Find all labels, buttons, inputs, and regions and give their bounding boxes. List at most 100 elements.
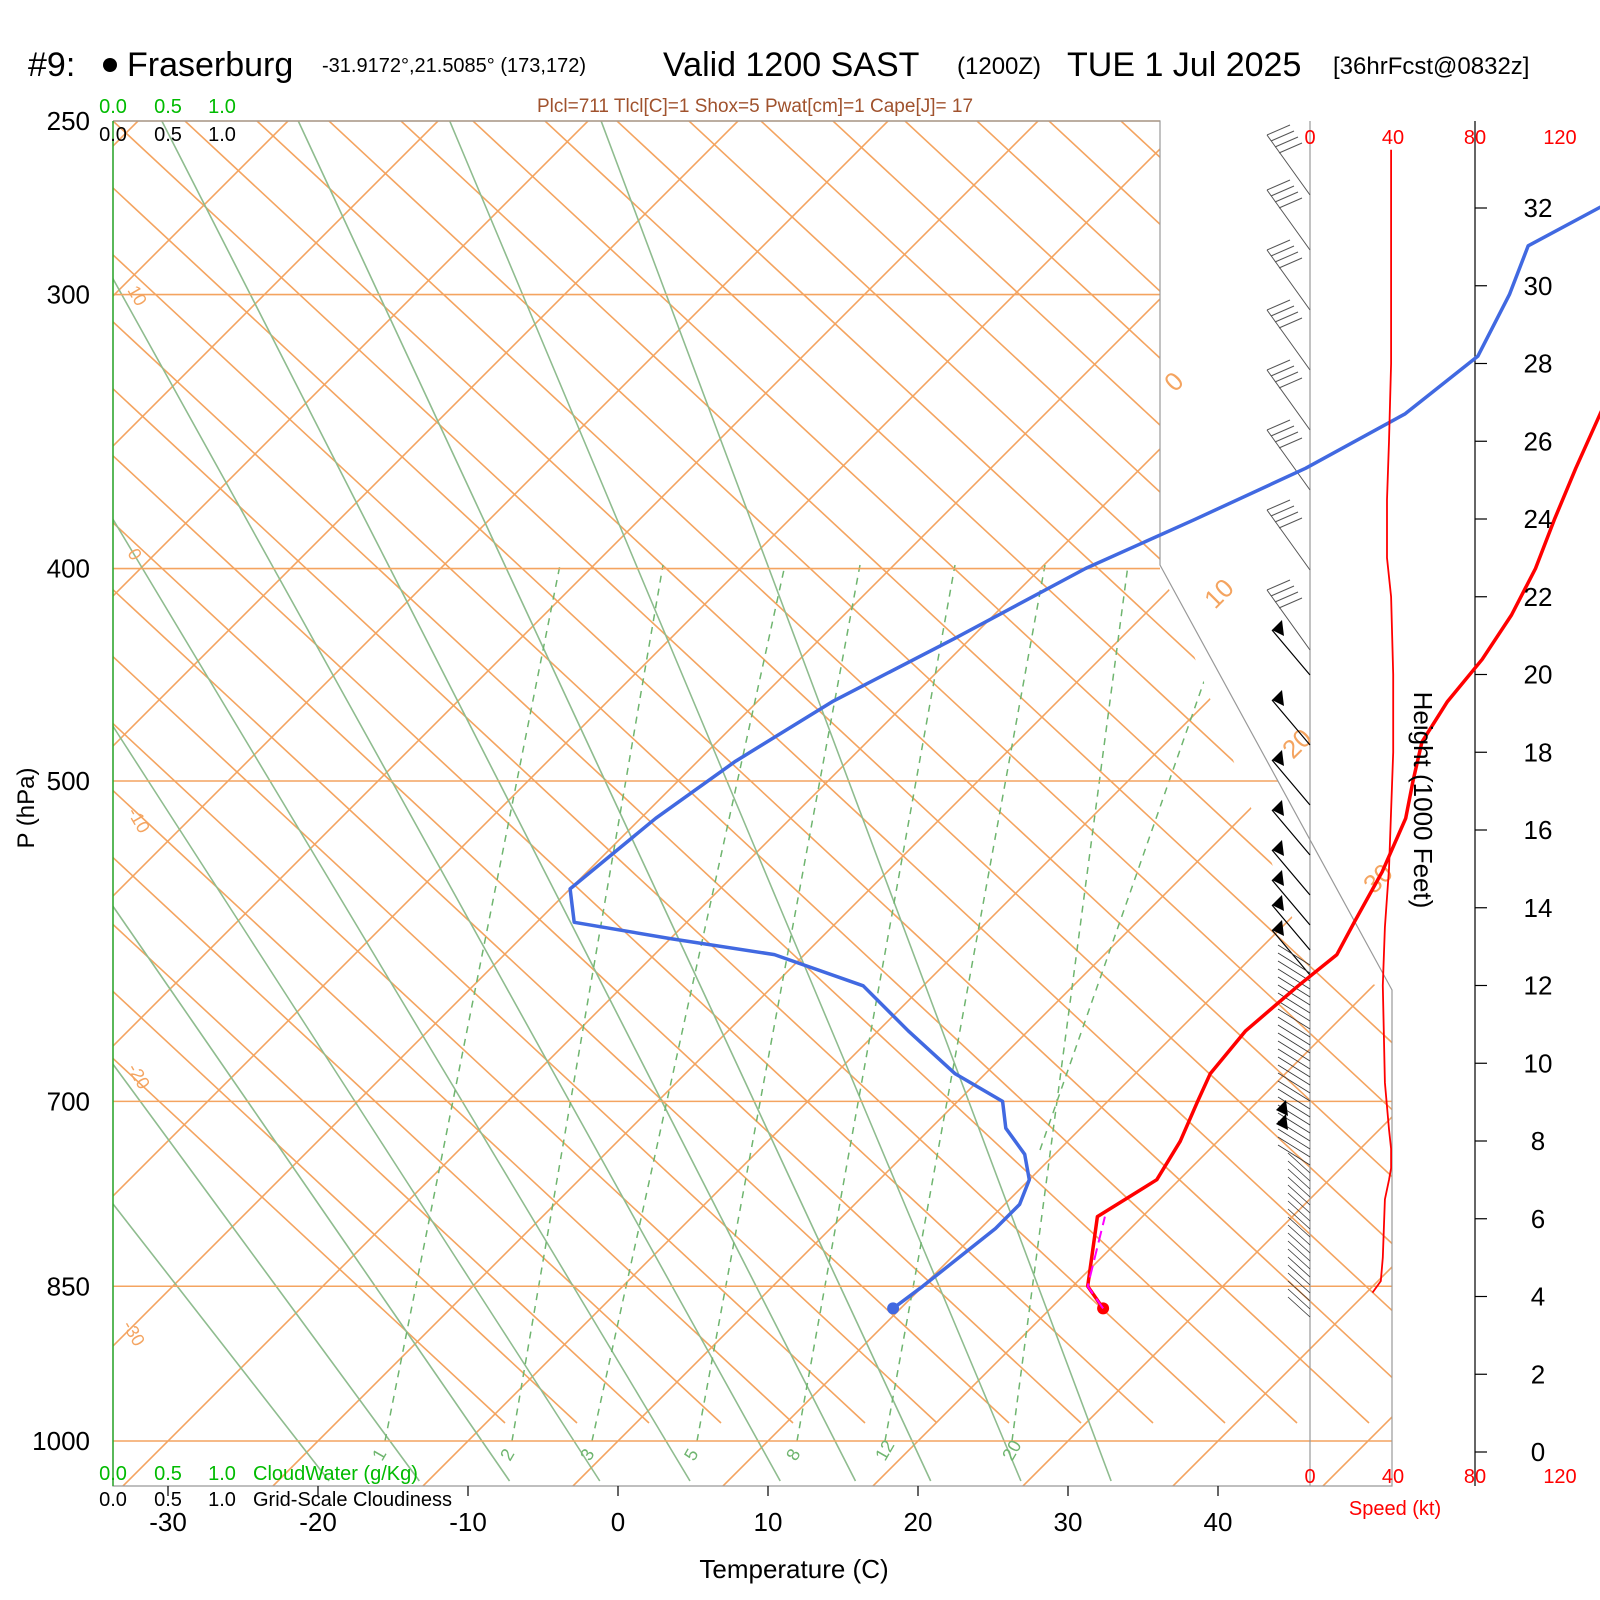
station-coords: -31.9172°,21.5085° (173,172) <box>322 55 586 77</box>
dry-adiabat-line <box>113 121 1226 1424</box>
height-tick-label: 6 <box>1531 1204 1545 1234</box>
pressure-tick-label: 400 <box>47 554 90 584</box>
wind-barb-staff <box>1277 1112 1311 1134</box>
wind-barb-feather <box>1270 245 1295 257</box>
wind-barb-staff <box>1277 1016 1311 1038</box>
wind-barb-staff <box>1277 1096 1311 1118</box>
isotherm-line <box>113 121 889 1486</box>
height-tick-label: 32 <box>1524 193 1553 223</box>
wind-barb-pennant <box>1272 920 1284 936</box>
pressure-tick-label: 250 <box>47 106 90 136</box>
height-tick-label: 22 <box>1524 582 1553 612</box>
dry-adiabat-line <box>113 121 1082 1424</box>
wind-barb-feather <box>1274 371 1299 383</box>
wind-barb-staff <box>1287 1272 1311 1294</box>
height-tick-label: 14 <box>1524 893 1553 923</box>
height-tick-label: 24 <box>1524 504 1553 534</box>
moist-adiabat-line <box>297 121 932 1482</box>
wind-barb-feather <box>1266 579 1291 591</box>
valid-time: Valid 1200 SAST <box>663 46 919 84</box>
dry-adiabat-line <box>184 121 1392 1424</box>
dry-adiabat-line <box>113 121 578 1424</box>
wind-barb-staff <box>1287 1160 1311 1182</box>
x-tick-label: 0 <box>611 1507 625 1537</box>
isotherm-lines <box>113 121 1392 1486</box>
isotherm-line <box>272 121 1392 1486</box>
x-tick-label: -20 <box>299 1507 337 1537</box>
wind-barb-staff <box>1266 309 1311 371</box>
wind-barb-feather <box>1278 197 1303 209</box>
wind-barb-feather <box>1278 142 1303 154</box>
speed-tick-label: 0 <box>1304 127 1315 149</box>
cloudiness-tick-label: 0.0 <box>99 124 127 146</box>
wind-barb-feather <box>1270 365 1295 377</box>
wind-barb-staff <box>1271 809 1311 856</box>
wind-barb-feather <box>1270 505 1295 517</box>
speed-axis-title: Speed (kt) <box>1349 1498 1441 1520</box>
wind-barb-feather <box>1266 359 1291 371</box>
wind-barb-pennant <box>1272 620 1284 636</box>
pressure-tick-label: 300 <box>47 280 90 310</box>
cloudwater-tick-label: 0.0 <box>99 1463 127 1485</box>
dry-adiabat-line <box>400 121 1392 1424</box>
wind-barbs <box>1266 124 1311 1318</box>
x-tick-label: 20 <box>904 1507 933 1537</box>
wind-barb-feather <box>1278 597 1303 609</box>
wind-barb-staff <box>1277 1008 1311 1030</box>
wind-barb-staff <box>1266 589 1311 651</box>
cloudwater-tick-label: 0.5 <box>154 96 182 118</box>
sounding-series <box>568 149 1600 1315</box>
wind-barb-feather <box>1270 185 1295 197</box>
station-number: #9: <box>28 46 75 84</box>
wind-barb-feather <box>1274 431 1299 443</box>
wind-barb-staff <box>1266 509 1311 571</box>
wind-barb-staff <box>1287 1296 1311 1318</box>
dewpoint-line <box>568 205 1600 1310</box>
cloudiness-tick-label: 0.5 <box>154 1489 182 1511</box>
wind-barb-staff <box>1287 1232 1311 1254</box>
wind-barb-feather <box>1270 130 1295 142</box>
stability-indices: Plcl=711 Tlcl[C]=1 Shox=5 Pwat[cm]=1 Cap… <box>537 96 973 117</box>
wind-barb-feather <box>1266 419 1291 431</box>
wind-barb-feather <box>1274 591 1299 603</box>
dry-adiabat-line <box>113 121 938 1424</box>
mixing-ratio-label: 5 <box>680 1445 702 1464</box>
x-tick-label: 40 <box>1204 1507 1233 1537</box>
height-tick-label: 0 <box>1531 1437 1545 1467</box>
mixing-ratio-line <box>796 564 956 1442</box>
cloudwater-label: CloudWater (g/Kg) <box>253 1463 418 1485</box>
wind-barb-pennant <box>1272 895 1284 911</box>
cloudwater-tick-label: 1.0 <box>208 96 236 118</box>
isotherm-line <box>113 121 289 1486</box>
wind-barb-feather <box>1266 299 1291 311</box>
wind-barb-staff <box>1277 1056 1311 1078</box>
wind-barb-feather <box>1270 585 1295 597</box>
wind-barb-staff <box>1271 759 1311 806</box>
wind-barb-staff <box>1277 968 1311 990</box>
wind-barb-pennant <box>1276 1114 1288 1130</box>
zulu-time: (1200Z) <box>957 53 1041 80</box>
wind-barb-feather <box>1274 311 1299 323</box>
height-tick-label: 2 <box>1531 1359 1545 1389</box>
mixing-ratio-lines <box>384 564 1216 1442</box>
station-dot-icon <box>103 58 117 72</box>
moist-adiabat-line <box>113 121 330 1482</box>
mixing-ratio-line <box>511 564 664 1442</box>
speed-tick-label: 40 <box>1382 127 1404 149</box>
wind-barb-pennant <box>1272 750 1284 766</box>
wind-barb-staff <box>1277 976 1311 998</box>
dry-adiabat-line <box>113 121 506 1424</box>
dry-adiabat-line <box>113 121 722 1424</box>
wind-barb-feather <box>1270 425 1295 437</box>
isotherm-line <box>1322 121 1392 1486</box>
dry-adiabat-line <box>1336 121 1392 1424</box>
isotherm-label: 10 <box>1198 573 1240 615</box>
isotherm-line <box>113 121 1339 1486</box>
dry-adiabat-line <box>113 121 794 1424</box>
speed-tick-label: 80 <box>1464 1466 1486 1488</box>
isotherm-line <box>1022 121 1392 1486</box>
isotherm-line <box>113 121 589 1486</box>
pressure-tick-label: 500 <box>47 766 90 796</box>
